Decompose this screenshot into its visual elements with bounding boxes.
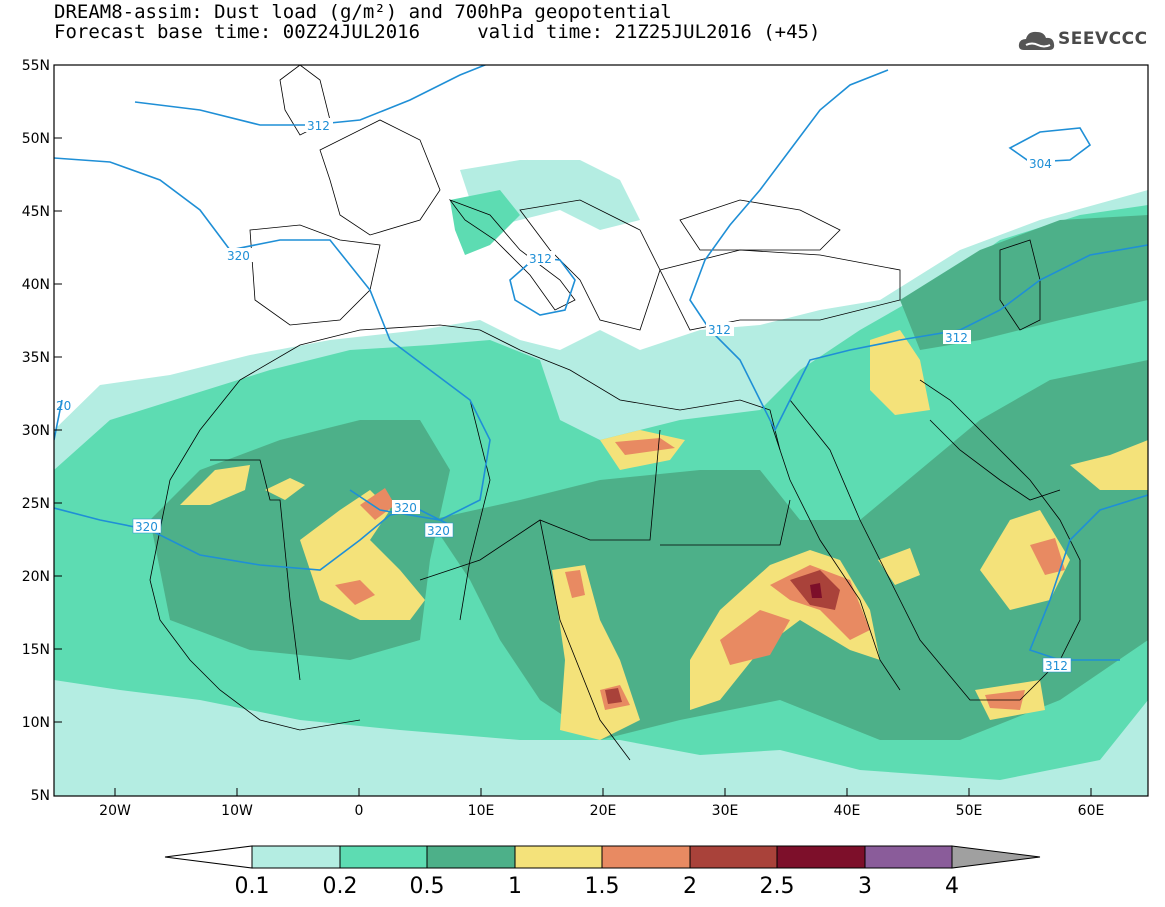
longitude-label: 0 (355, 803, 364, 819)
dust-area-1-arabia (980, 510, 1070, 610)
forecast-time-line: Forecast base time: 00Z24JUL2016 valid t… (54, 21, 821, 43)
contour-label: 20 (56, 399, 71, 413)
colorbar-high-arrow (951, 845, 1041, 869)
contour-label: 312 (529, 252, 552, 266)
longitude-label: 30E (712, 803, 739, 819)
dust-area-1-5-oman (1030, 538, 1065, 575)
colorbar: 0.1 0.2 0.5 1 1.5 2 2.5 3 4 (164, 845, 1041, 899)
colorbar-label: 4 (945, 874, 959, 899)
latitude-label: 55N (22, 58, 50, 74)
contour-label: 320 (394, 501, 417, 515)
latitude-label: 45N (22, 204, 50, 220)
colorbar-label: 1.5 (585, 874, 620, 899)
dust-area-1-5-egypt (615, 438, 675, 455)
colorbar-label: 2 (683, 874, 697, 899)
latitude-label: 40N (22, 277, 50, 293)
latitude-label: 25N (22, 496, 50, 512)
colorbar-low-arrow (164, 845, 253, 869)
coast-africa-north (239, 324, 781, 451)
latitude-label: 5N (31, 788, 50, 804)
coast-black-sea (679, 199, 841, 251)
border-sahara-4 (539, 519, 631, 761)
cloud-icon (1018, 31, 1055, 50)
dust-area-1-5-sudan (720, 610, 790, 665)
dust-area-1-arabia-center (878, 548, 920, 585)
longitude-label: 20W (99, 803, 131, 819)
colorbar-swatch (776, 845, 866, 869)
dust-area-1-5-algeria (360, 488, 395, 520)
dust-area-2-chad (605, 688, 622, 704)
dust-load-field (54, 160, 1148, 796)
dust-area-1-mauritania (265, 478, 305, 500)
contour-label: 312 (1045, 659, 1068, 673)
colorbar-label: 0.5 (410, 874, 445, 899)
colorbar-swatch (251, 845, 341, 869)
contour-label: 320 (427, 524, 450, 538)
contour-312-italy (509, 257, 576, 316)
dust-area-1-west (300, 490, 425, 620)
coast-africa-west (149, 379, 361, 731)
contour-label: 304 (1029, 157, 1052, 171)
contour-312-central (689, 69, 1148, 432)
dust-area-1-iran (1070, 440, 1148, 490)
colorbar-label: 3 (858, 874, 872, 899)
coast-italy (448, 199, 576, 311)
colorbar-swatch (426, 845, 516, 869)
coast-france (319, 119, 441, 236)
border-sahara-1 (210, 459, 301, 681)
longitude-label: 50E (956, 803, 983, 819)
latitude-label: 30N (22, 423, 50, 439)
longitude-label: 10E (468, 803, 495, 819)
contour-labels: 312 320 312 312 304 320 320 320 312 312 … (56, 118, 1072, 673)
contour-label: 312 (307, 119, 330, 133)
longitude-label: 60E (1078, 803, 1105, 819)
border-sahara-3 (660, 499, 791, 546)
border-sahara-2 (419, 429, 661, 581)
map-title: DREAM8-assim: Dust load (g/m²) and 700hP… (54, 1, 672, 23)
colorbar-label: 0.2 (323, 874, 358, 899)
colorbar-swatch (339, 845, 428, 869)
colorbar-swatch (864, 845, 953, 869)
longitude-labels: 20W 10W 0 10E 20E 30E 40E 50E 60E (99, 803, 1104, 819)
latitude-label: 10N (22, 715, 50, 731)
longitude-label: 20E (590, 803, 617, 819)
colorbar-swatch (601, 845, 691, 869)
logo-text: SEEVCCC (1058, 29, 1148, 49)
dust-area-1-5-west (335, 580, 375, 605)
colorbar-label: 1 (508, 874, 522, 899)
colorbar-swatch (689, 845, 778, 869)
contour-label: 312 (708, 323, 731, 337)
contour-320-edge (54, 399, 63, 441)
contour-label: 312 (945, 331, 968, 345)
dust-area-1-5-chad-north (565, 570, 585, 598)
coast-red-sea (769, 419, 901, 691)
colorbar-label: 2.5 (760, 874, 795, 899)
colorbar-label: 0.1 (235, 874, 270, 899)
contour-label: 320 (135, 520, 158, 534)
longitude-label: 40E (834, 803, 861, 819)
dust-area-1-nw (180, 465, 250, 505)
longitude-label: 10W (221, 803, 253, 819)
dust-area-2-5-eritrea (810, 583, 822, 598)
contour-312-north (134, 65, 488, 126)
coast-persian-gulf (929, 419, 1061, 501)
latitude-label: 50N (22, 131, 50, 147)
latitude-label: 20N (22, 569, 50, 585)
seevccc-logo: SEEVCCC (1018, 26, 1158, 56)
axis-ticks (54, 64, 1092, 796)
coast-caspian (999, 239, 1041, 331)
dust-area-0-5-northeast (900, 215, 1148, 350)
latitude-label: 15N (22, 642, 50, 658)
coastlines (149, 65, 1081, 761)
border-sahara-5 (459, 399, 491, 621)
latitude-labels: 55N 50N 45N 40N 35N 30N 25N 20N 15N 10N … (22, 58, 50, 804)
colorbar-swatch (514, 845, 603, 869)
latitude-label: 35N (22, 350, 50, 366)
contour-label: 320 (227, 249, 250, 263)
dust-area-1-iraq (870, 330, 930, 415)
contour-320-west (54, 157, 491, 521)
